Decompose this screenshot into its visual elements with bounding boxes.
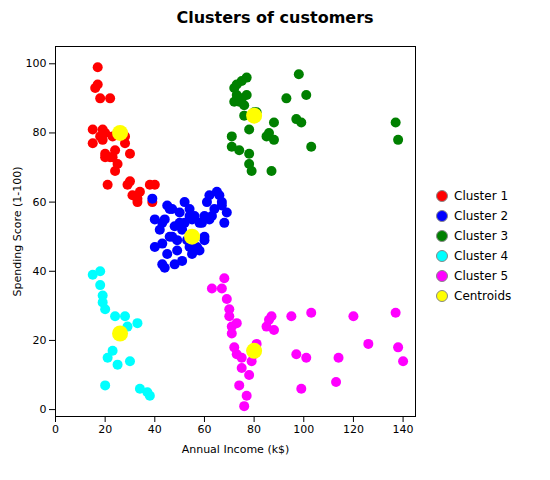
svg-text:0: 0 <box>40 403 47 416</box>
svg-text:20: 20 <box>98 423 112 436</box>
html-text:Cluster 5: Cluster 5 <box>454 269 508 283</box>
svg-text:40: 40 <box>148 423 162 436</box>
svg-text:Spending Score (1-100): Spending Score (1-100) <box>11 166 24 296</box>
svg-text:60: 60 <box>33 196 47 209</box>
svg-text:60: 60 <box>197 423 211 436</box>
svg-text:100: 100 <box>293 423 314 436</box>
html-text:Cluster 2: Cluster 2 <box>454 209 508 223</box>
svg-text:140: 140 <box>393 423 414 436</box>
html-text:Cluster 1: Cluster 1 <box>454 189 508 203</box>
svg-text:Annual Income (k$): Annual Income (k$) <box>182 443 290 456</box>
svg-text:40: 40 <box>33 265 47 278</box>
svg-text:0: 0 <box>52 423 59 436</box>
html-text:Cluster 3: Cluster 3 <box>454 229 508 243</box>
html-text:Clusters of customers: Clusters of customers <box>176 8 374 27</box>
svg-text:120: 120 <box>343 423 364 436</box>
svg-text:20: 20 <box>33 334 47 347</box>
svg-text:100: 100 <box>26 57 47 70</box>
html-text:Cluster 4: Cluster 4 <box>454 249 508 263</box>
svg-text:80: 80 <box>33 126 47 139</box>
svg-text:80: 80 <box>247 423 261 436</box>
html-text:Centroids: Centroids <box>454 289 512 303</box>
